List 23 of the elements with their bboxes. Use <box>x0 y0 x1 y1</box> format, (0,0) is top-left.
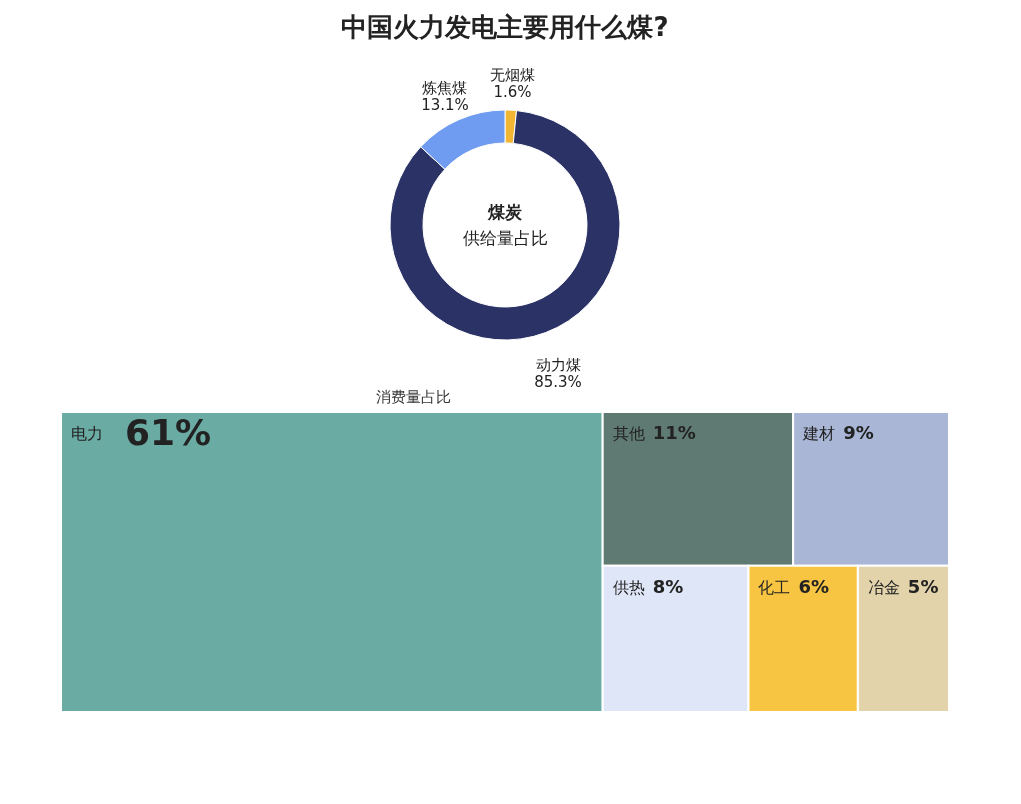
category-label: 电力 <box>71 424 103 443</box>
donut-slice <box>389 110 621 341</box>
data-label: 85.3% <box>534 373 582 392</box>
category-label: 其他 <box>612 424 645 443</box>
category-label: 化工 <box>758 577 791 597</box>
chart-title: 中国火力发电主要用什么煤? <box>341 12 669 42</box>
text: 供给量占比 <box>462 228 548 248</box>
data-label: 9% <box>843 422 874 443</box>
data-label: 61% <box>125 412 212 453</box>
category-label: 建材 <box>802 424 836 443</box>
data-label: 13.1% <box>421 95 469 114</box>
text: 消费量占比 <box>376 388 451 406</box>
data-label: 8% <box>652 575 684 597</box>
data-label: 11% <box>652 422 696 443</box>
slice-label: 动力煤 <box>535 356 581 375</box>
data-label: 6% <box>798 575 830 597</box>
category-label: 冶金 <box>867 577 900 597</box>
data-label: 5% <box>907 575 939 597</box>
slice-label: 炼焦煤 <box>422 78 468 97</box>
category-label: 供热 <box>612 577 645 597</box>
text: 煤炭 <box>487 202 523 222</box>
data-label: 1.6% <box>493 83 532 102</box>
slice-label: 无烟煤 <box>490 66 536 85</box>
